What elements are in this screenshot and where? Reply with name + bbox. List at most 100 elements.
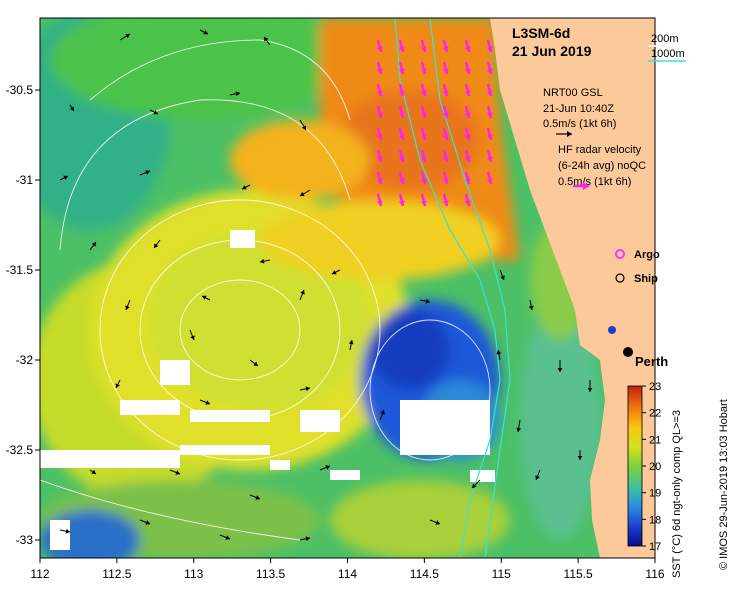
radar-legend-arrowhead (583, 182, 590, 190)
argo-marker-icon (615, 249, 625, 259)
gsl-arrow-head (348, 340, 354, 345)
perth-marker-icon (623, 347, 633, 357)
radar-arrow-head (376, 112, 383, 118)
y-axis: -30.5 -31 -31.5 -32 -32.5 -33 (6, 83, 40, 547)
radar-arrow-head (376, 200, 383, 206)
gsl-arrow-head (153, 110, 158, 115)
colorbar (627, 385, 643, 547)
gsl-arrow-head (332, 270, 337, 275)
gsl-arrow-head (242, 185, 247, 190)
ship-label: Ship (634, 273, 658, 285)
radar-arrow-head (464, 112, 471, 118)
gsl-arrow-head (190, 335, 195, 340)
radar-arrow-head (398, 112, 405, 118)
gsl-arrow-head (300, 290, 305, 295)
x-tick-label: 112 (30, 567, 49, 581)
radar-arrow-head (464, 200, 471, 206)
x-tick-label: 112.5 (102, 567, 131, 581)
radar-legend-line2: (6-24h avg) noQC (558, 160, 646, 172)
radar-arrow-head (376, 90, 383, 96)
gsl-arrow-head (115, 383, 120, 388)
argo-label: Argo (634, 249, 660, 261)
y-tick-label: -32.5 (6, 443, 34, 457)
x-axis: 112 112.5 113 113.5 114 114.5 115 115.5 116 (30, 558, 665, 581)
gsl-arrow-head (69, 106, 74, 111)
colorbar-ticks: 17 18 19 20 21 22 23 (642, 381, 661, 553)
radar-arrow-head (464, 90, 471, 96)
gsl-arrow-head (516, 427, 522, 432)
perth-label: Perth (635, 354, 668, 369)
colorbar-tick-label: 18 (649, 514, 661, 526)
gsl-legend-line1: NRT00 GSL (543, 87, 603, 99)
radar-arrow-head (486, 90, 493, 96)
gsl-arrow-head (205, 400, 210, 405)
radar-arrow-head (376, 46, 383, 52)
radar-arrow-head (376, 68, 383, 74)
radar-arrow-head (420, 68, 427, 74)
radar-arrow-head (464, 134, 471, 140)
gsl-arrow-head (496, 350, 502, 355)
x-tick-label: 114 (338, 567, 357, 581)
radar-arrow-head (464, 156, 471, 162)
gsl-arrow-head (65, 528, 70, 534)
radar-arrow-head (420, 200, 427, 206)
radar-legend-line3: 0.5m/s (1kt 6h) (558, 176, 631, 188)
radar-arrow-head (398, 178, 405, 184)
y-tick-label: -31.5 (6, 263, 34, 277)
ship-marker-icon (615, 273, 625, 283)
isobath-1000m (394, 18, 501, 558)
gsl-arrow-head (500, 275, 505, 280)
gsl-arrow-head (301, 125, 306, 130)
radar-arrow-head (420, 90, 427, 96)
gsl-arrow-head (145, 170, 150, 175)
y-tick-label: -30.5 (6, 83, 34, 97)
colorbar-tick-label: 20 (649, 461, 661, 473)
gsl-arrow-head (125, 34, 130, 39)
credit-text: © IMOS 29-Jun-2019 13:03 Hobart (718, 399, 730, 570)
gsl-arrow-head (154, 243, 159, 248)
radar-legend-line1: HF radar velocity (558, 144, 642, 156)
gsl-arrow-head (325, 465, 330, 470)
gsl-arrow-head (145, 520, 150, 525)
gsl-arrow-head (528, 305, 534, 310)
radar-arrow-head (486, 134, 493, 140)
gsl-arrow-head (305, 386, 310, 392)
gsl-arrow-head (253, 361, 258, 366)
radar-arrow-head (486, 112, 493, 118)
gsl-arrow-head (305, 536, 310, 542)
y-tick-label: -32 (16, 353, 34, 367)
isobath-200m-cyan (429, 18, 511, 558)
radar-arrow-head (442, 178, 449, 184)
gsl-arrow-head (260, 258, 265, 264)
gsl-arrow-head (125, 305, 130, 310)
gsl-arrow-head (91, 469, 96, 474)
colorbar-tick-label: 23 (649, 381, 661, 393)
land-mass (490, 18, 655, 558)
radar-arrow-head (376, 134, 383, 140)
gsl-arrow-head (557, 368, 563, 372)
gsl-legend-arrowhead (567, 131, 572, 137)
gsl-arrow-head (91, 242, 96, 247)
date-title: 21 Jun 2019 (512, 43, 592, 59)
radar-arrow-head (420, 112, 427, 118)
radar-arrow-head (376, 156, 383, 162)
gsl-arrow-head (203, 30, 208, 35)
colorbar-tick-label: 17 (649, 541, 661, 553)
colorbar-label: SST (°C) 6d ngt-only comp QL>=3 (671, 410, 683, 578)
gsl-legend-line3: 0.5m/s (1kt 6h) (543, 118, 616, 130)
x-tick-label: 113.5 (256, 567, 285, 581)
gsl-arrow-head (577, 456, 583, 460)
radar-arrow-head (442, 90, 449, 96)
radar-arrow-head (464, 178, 471, 184)
radar-arrow-head (442, 68, 449, 74)
x-tick-label: 116 (645, 567, 664, 581)
radar-arrow-head (464, 46, 471, 52)
radar-arrow-head (398, 156, 405, 162)
gsl-arrow-head (587, 388, 593, 392)
radar-arrow-head (486, 68, 493, 74)
gsl-arrow-head (175, 470, 180, 475)
gsl-arrow-head (264, 37, 269, 42)
radar-arrow-head (420, 156, 427, 162)
gsl-arrow-head (202, 295, 207, 300)
